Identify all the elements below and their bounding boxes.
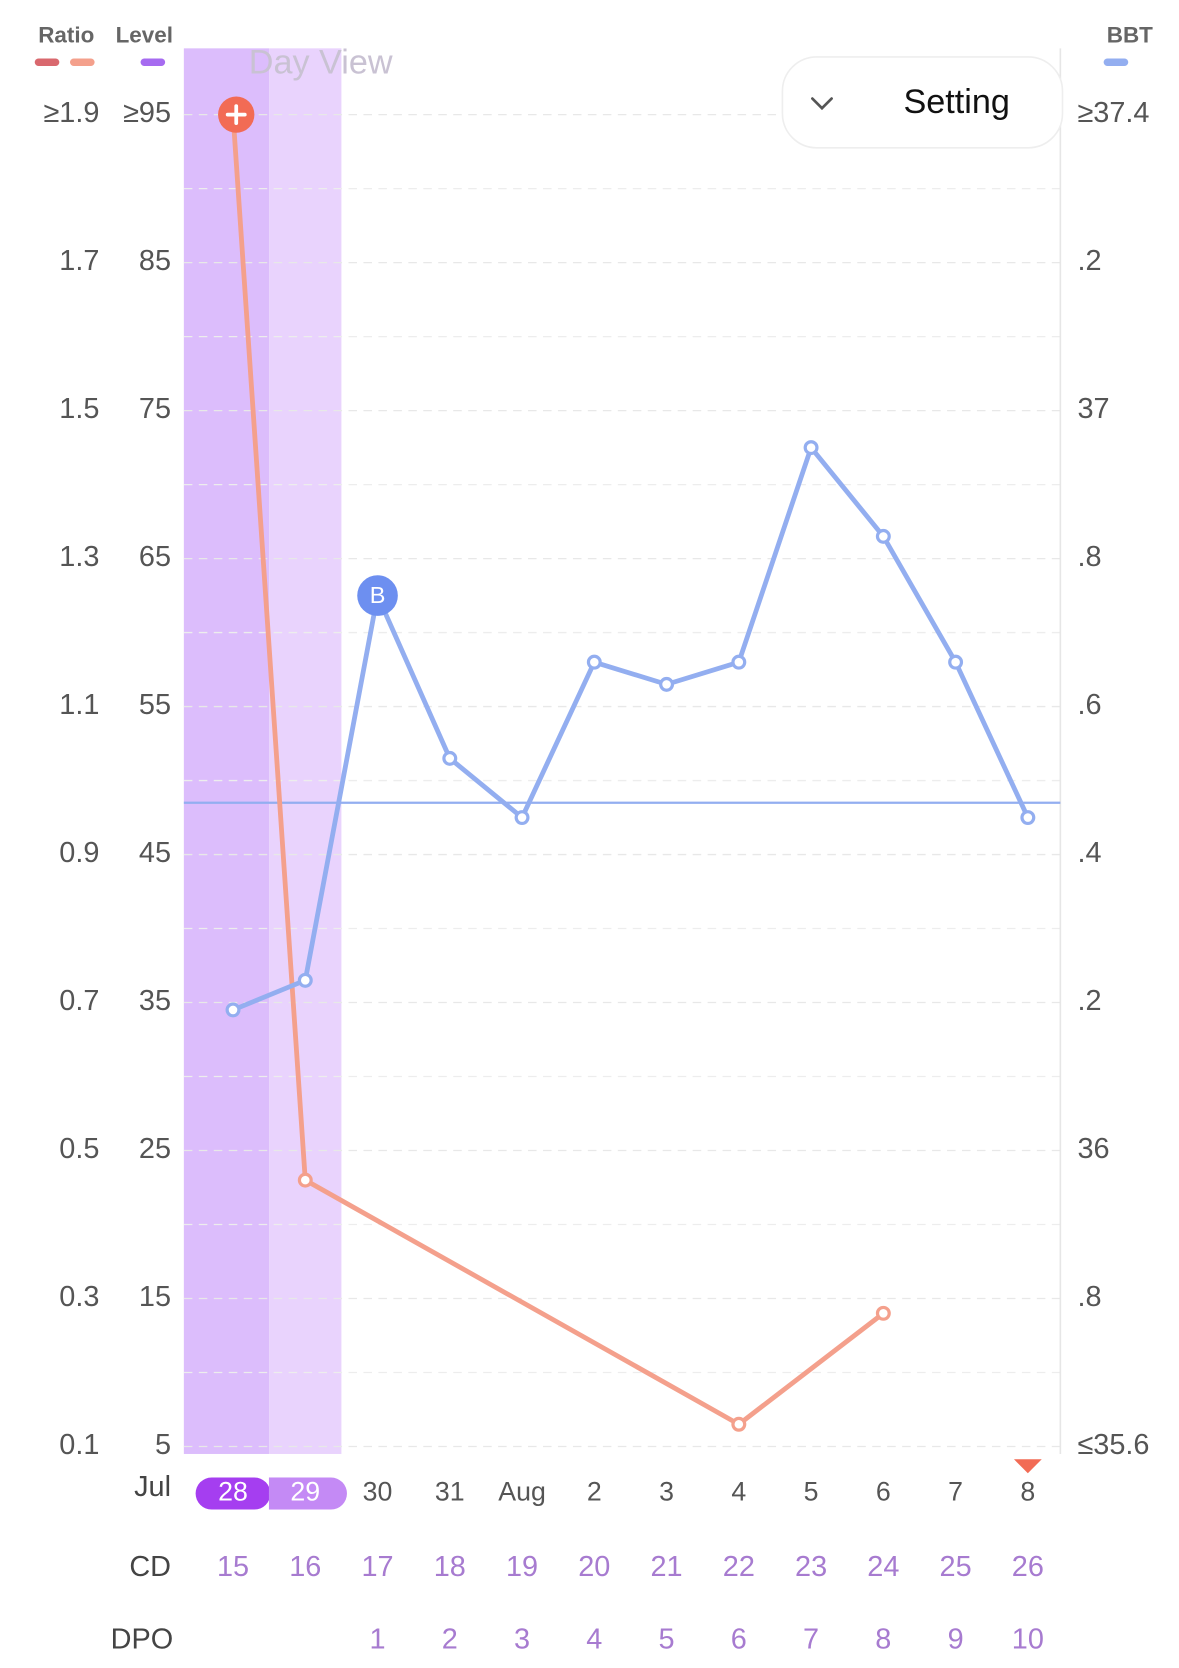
bbt-point — [514, 810, 530, 826]
x-tick-label: 7 — [948, 1477, 963, 1507]
bbt-marker — [357, 575, 398, 616]
date-pill-peak — [195, 1477, 271, 1510]
bbt-tick-label: 37 — [1077, 393, 1109, 425]
dpo-label: 1 — [370, 1624, 386, 1656]
bbt-point — [225, 1002, 241, 1018]
setting-label[interactable]: Setting — [903, 83, 1009, 121]
cd-row-label: CD — [129, 1551, 171, 1583]
ratio-point — [875, 1305, 891, 1321]
dpo-label: 7 — [803, 1624, 819, 1656]
bbt-tick-label: .2 — [1077, 985, 1101, 1017]
cd-label: 25 — [940, 1551, 972, 1583]
dpo-label: 8 — [875, 1624, 891, 1656]
bbt-point — [297, 972, 313, 988]
bbt-point — [731, 654, 747, 670]
level-tick-label: 45 — [139, 837, 171, 869]
cd-label: 17 — [361, 1551, 393, 1583]
dpo-label: 2 — [442, 1624, 458, 1656]
x-tick-label: Aug — [498, 1477, 546, 1507]
legend-bbt: BBT — [1107, 23, 1153, 48]
dpo-label: 5 — [659, 1624, 675, 1656]
day-view-label: Day View — [249, 43, 393, 81]
level-tick-label: 85 — [139, 245, 171, 277]
bbt-marker-label: B — [370, 582, 386, 608]
ratio-tick-label: 0.5 — [59, 1133, 99, 1165]
x-tick-label: 30 — [363, 1477, 393, 1507]
bbt-tick-label: ≥37.4 — [1077, 97, 1149, 129]
ratio-line — [230, 114, 885, 1427]
dpo-label: 6 — [731, 1624, 747, 1656]
bbt-point — [586, 654, 602, 670]
bbt-tick-label: .4 — [1077, 837, 1101, 869]
dpo-label: 10 — [1012, 1624, 1044, 1656]
bbt-point — [1020, 810, 1036, 826]
cd-label: 22 — [723, 1551, 755, 1583]
bbt-tick-label: .2 — [1077, 245, 1101, 277]
x-tick-label: 4 — [731, 1477, 746, 1507]
dpo-label: 4 — [586, 1624, 602, 1656]
x-tick-label: 8 — [1020, 1477, 1035, 1507]
ratio-tick-label: ≥1.9 — [43, 97, 99, 129]
plus-icon — [225, 104, 247, 126]
bbt-line — [232, 445, 1031, 1013]
bbt-tick-label: .8 — [1077, 541, 1101, 573]
chevron-icon[interactable] — [811, 97, 833, 111]
level-tick-label: 65 — [139, 541, 171, 573]
bbt-point — [803, 440, 819, 456]
bbt-point — [948, 654, 964, 670]
bbt-point — [442, 750, 458, 766]
ratio-tick-label: 1.7 — [59, 245, 99, 277]
bbt-tick-label: 36 — [1077, 1133, 1109, 1165]
level-tick-label: 75 — [139, 393, 171, 425]
x-tick-label: 6 — [876, 1477, 891, 1507]
level-tick-label: ≥95 — [123, 97, 171, 129]
month-label: Jul — [134, 1471, 171, 1503]
dpo-label: 3 — [514, 1624, 530, 1656]
ratio-tick-label: 1.3 — [59, 541, 99, 573]
level-tick-label: 55 — [139, 689, 171, 721]
cd-label: 18 — [434, 1551, 466, 1583]
cd-label: 19 — [506, 1551, 538, 1583]
setting-button[interactable] — [781, 56, 1064, 149]
x-tick-label: 5 — [804, 1477, 819, 1507]
ratio-point — [731, 1416, 747, 1432]
dpo-row-label: DPO — [111, 1624, 174, 1656]
level-tick-label: 5 — [155, 1429, 171, 1461]
cd-label: 20 — [578, 1551, 610, 1583]
cd-label: 24 — [867, 1551, 899, 1583]
x-tick-label: 29 — [290, 1477, 320, 1507]
dpo-label: 9 — [948, 1624, 964, 1656]
legend-ratio: Ratio — [38, 23, 94, 48]
peak-band — [183, 48, 270, 1454]
date-pill-join — [268, 1477, 291, 1510]
bbt-tick-label: .6 — [1077, 689, 1101, 721]
level-tick-label: 25 — [139, 1133, 171, 1165]
cd-label: 15 — [217, 1551, 249, 1583]
level-tick-label: 15 — [139, 1281, 171, 1313]
ratio-tick-label: 1.5 — [59, 393, 99, 425]
ratio-tick-label: 0.1 — [59, 1429, 99, 1461]
x-tick-label: 2 — [587, 1477, 602, 1507]
ratio-tick-label: 0.7 — [59, 985, 99, 1017]
x-tick-label: 28 — [218, 1477, 248, 1507]
bbt-point — [875, 528, 891, 544]
cd-label: 21 — [651, 1551, 683, 1583]
ratio-tick-label: 1.1 — [59, 689, 99, 721]
cd-label: 16 — [289, 1551, 321, 1583]
fertile-band — [269, 48, 342, 1454]
level-tick-label: 35 — [139, 985, 171, 1017]
x-tick-label: 3 — [659, 1477, 674, 1507]
today-marker — [1013, 1459, 1042, 1474]
bbt-tick-label: .8 — [1077, 1281, 1101, 1313]
ratio-point — [297, 1172, 313, 1188]
cd-label: 26 — [1012, 1551, 1044, 1583]
ratio-tick-label: 0.3 — [59, 1281, 99, 1313]
bbt-tick-label: ≤35.6 — [1077, 1429, 1149, 1461]
ratio-tick-label: 0.9 — [59, 837, 99, 869]
bbt-point — [659, 676, 675, 692]
legend-level: Level — [116, 23, 173, 48]
x-tick-label: 31 — [435, 1477, 465, 1507]
cd-label: 23 — [795, 1551, 827, 1583]
